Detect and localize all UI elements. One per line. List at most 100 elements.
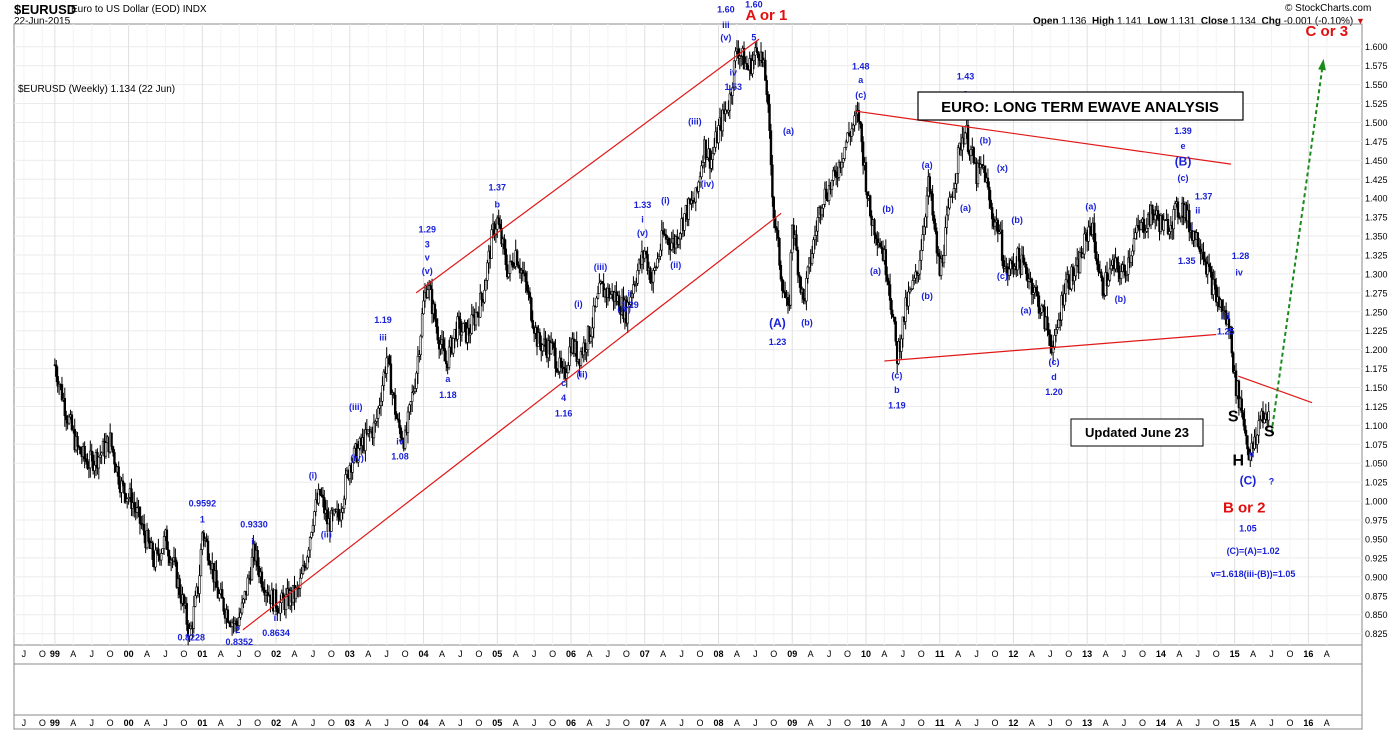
wave-label: 1.28: [1232, 251, 1250, 261]
lower-date-tick-label: J: [974, 718, 979, 728]
price-tick-label: 0.850: [1365, 610, 1388, 620]
price-bar-body: [372, 422, 376, 439]
date-tick-label: A: [881, 649, 887, 659]
price-bar-body: [1083, 233, 1086, 255]
price-bar-body: [886, 274, 889, 282]
price-bar-body: [998, 231, 1001, 234]
price-bar-body: [456, 316, 459, 340]
price-bar-body: [925, 195, 929, 218]
price-bar-body: [130, 488, 133, 509]
date-tick-label: A: [1324, 649, 1330, 659]
price-bar-body: [1261, 410, 1265, 424]
price-bar-body: [810, 253, 814, 265]
price-bar-body: [796, 249, 800, 276]
wave-label: (ii): [321, 529, 332, 539]
red-trendline: [242, 212, 782, 631]
lower-date-tick-label: A: [1324, 718, 1330, 728]
price-bar-body: [486, 262, 489, 281]
price-bar-body: [893, 316, 896, 322]
price-bar-body: [240, 602, 244, 614]
price-bar-body: [660, 230, 663, 251]
price-bar-body: [1117, 261, 1120, 273]
date-tick-label: 00: [124, 649, 134, 659]
lower-date-tick-label: A: [660, 718, 666, 728]
lower-date-tick-label: A: [1250, 718, 1256, 728]
lower-date-tick-label: 12: [1008, 718, 1018, 728]
price-bar-body: [422, 300, 425, 315]
price-bar-body: [445, 360, 448, 365]
wave-label: (b): [801, 317, 813, 327]
wave-label: 1.60: [717, 5, 735, 15]
price-bar-body: [301, 565, 305, 575]
red-trendline: [1238, 375, 1313, 404]
red-trendline: [415, 38, 760, 294]
price-bars: [53, 40, 1270, 646]
price-bar-body: [1135, 225, 1139, 234]
price-bar-body: [591, 327, 594, 337]
price-bar-body: [731, 87, 734, 96]
price-bar-body: [1139, 222, 1143, 230]
date-tick-label: O: [254, 649, 261, 659]
wave-label: 1.43: [957, 71, 975, 81]
price-bar-body: [340, 512, 343, 521]
price-bar-body: [693, 201, 696, 204]
price-tick-label: 1.350: [1365, 232, 1388, 242]
price-bar-body: [420, 313, 424, 337]
price-bar-body: [215, 570, 218, 588]
price-bar-body: [653, 267, 656, 271]
price-bar-body: [470, 314, 473, 334]
lower-date-tick-label: 00: [124, 718, 134, 728]
lower-date-tick-label: J: [1196, 718, 1201, 728]
wave-label: 1.35: [1178, 256, 1196, 266]
price-bar-body: [457, 316, 461, 320]
wave-label: 1.60: [745, 0, 763, 9]
price-bar-body: [632, 284, 635, 294]
price-bar-body: [761, 51, 764, 63]
wave-label: c: [561, 378, 566, 388]
price-bar-body: [1162, 219, 1165, 231]
price-bar-body: [900, 338, 903, 352]
lower-date-tick-label: J: [1048, 718, 1053, 728]
price-bar-body: [1007, 268, 1011, 276]
price-bar-body: [276, 607, 279, 612]
price-bar-body: [864, 162, 868, 193]
lower-date-tick-label: O: [1139, 718, 1146, 728]
price-bar-body: [969, 149, 973, 156]
price-bar-body: [1129, 255, 1133, 263]
price-bar-body: [135, 507, 139, 513]
wave-label: b: [495, 199, 501, 209]
price-tick-label: 1.200: [1365, 345, 1388, 355]
price-tick-label: 1.100: [1365, 421, 1388, 431]
stockcharts-logo[interactable]: © StockCharts.com: [1285, 3, 1372, 14]
price-bar-body: [1067, 274, 1070, 289]
price-bar-body: [325, 509, 329, 525]
wave-label: (a): [1020, 305, 1031, 315]
price-bar-body: [1094, 241, 1097, 259]
date-tick-label: O: [991, 649, 998, 659]
price-bar-body: [945, 214, 948, 229]
price-bar-body: [1206, 263, 1209, 275]
price-bar-body: [802, 288, 805, 300]
price-tick-label: 1.500: [1365, 118, 1388, 128]
wave-label: (x): [997, 163, 1008, 173]
date-tick-label: J: [974, 649, 979, 659]
price-bar-body: [262, 586, 265, 591]
price-bar-body: [342, 498, 346, 509]
wave-label: 1.08: [391, 451, 409, 461]
price-bar-body: [1209, 266, 1212, 273]
lower-date-tick-label: O: [991, 718, 998, 728]
wave-label: (b): [1011, 215, 1023, 225]
date-tick-label: O: [1139, 649, 1146, 659]
price-bar-body: [1020, 254, 1024, 275]
price-bar-body: [1213, 279, 1216, 286]
price-bar-body: [836, 177, 839, 179]
price-bar-body: [1134, 232, 1137, 240]
price-bar-body: [374, 421, 377, 424]
price-bar-body: [1009, 260, 1012, 270]
date-tick-label: O: [918, 649, 925, 659]
price-bar-body: [63, 398, 66, 417]
price-bar-body: [901, 316, 905, 340]
date-tick-label: 06: [566, 649, 576, 659]
price-bar-body: [554, 347, 557, 369]
